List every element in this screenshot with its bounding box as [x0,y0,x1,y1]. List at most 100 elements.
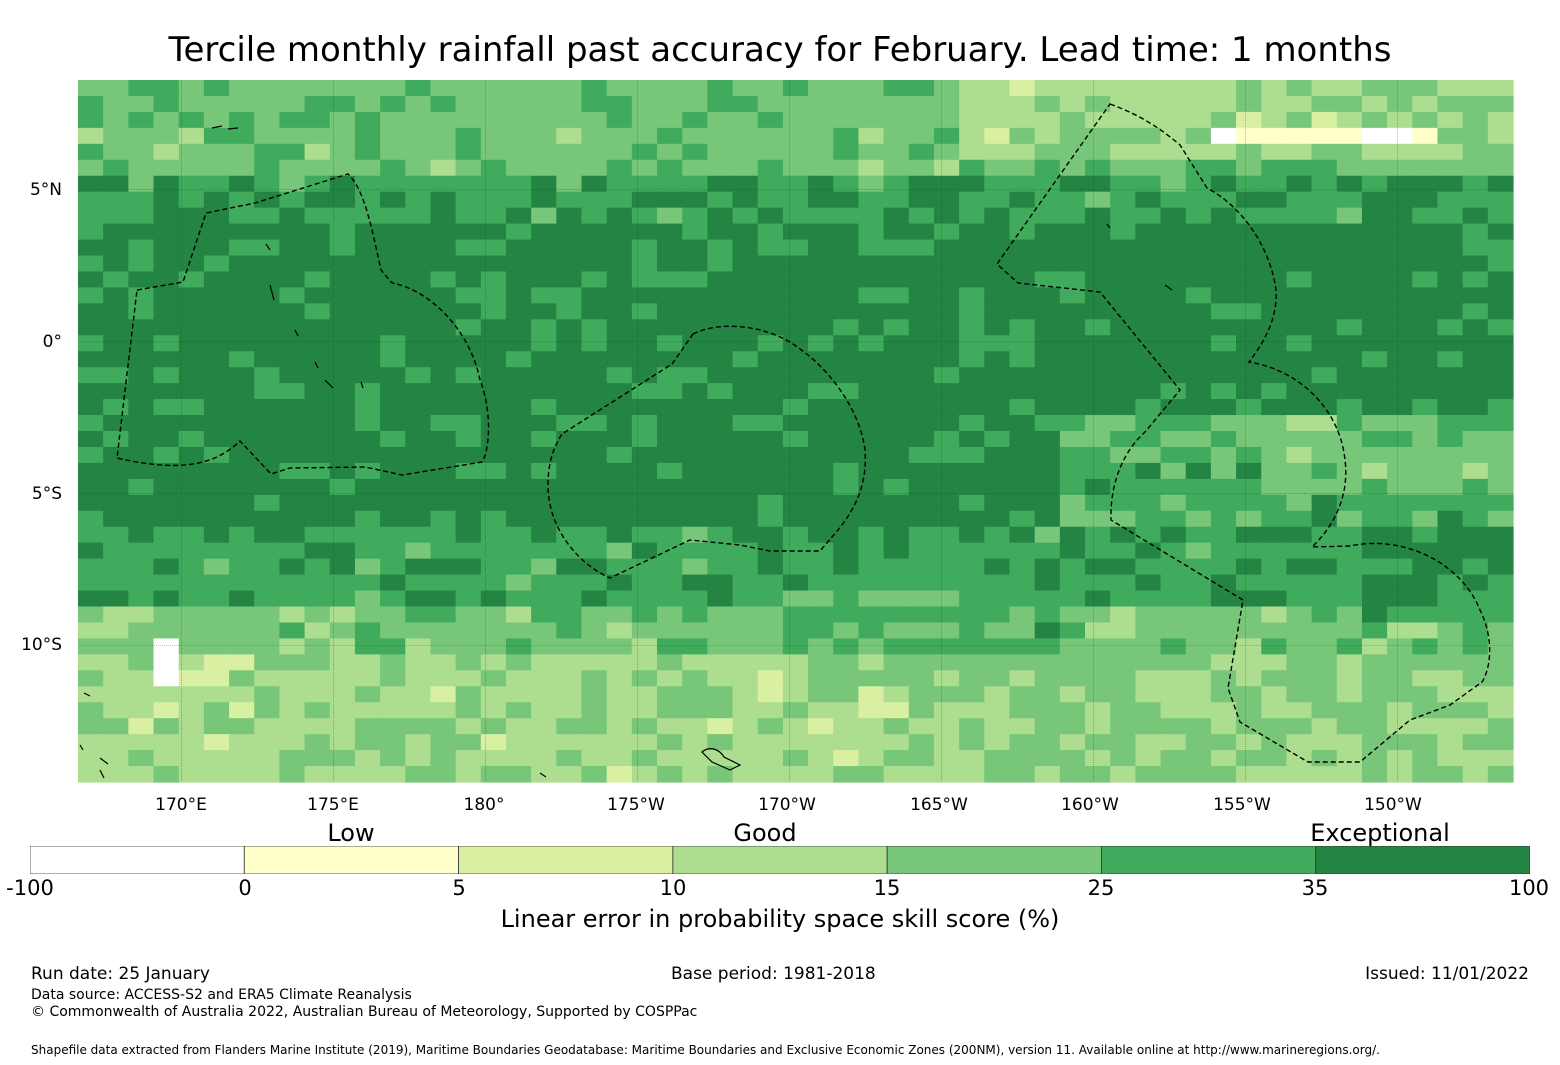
skill-cell [1210,431,1237,448]
lat-label: 5°N [29,180,62,200]
skill-cell [1412,590,1439,608]
skill-cell [229,175,255,193]
skill-cell [1059,686,1086,703]
skill-cell [732,127,759,145]
skill-cell [682,718,708,735]
skill-cell [707,558,734,576]
skill-cell [1110,159,1136,177]
skill-cell [808,207,834,225]
skill-cell [556,574,583,592]
skill-cell [1336,255,1363,273]
skill-cell [531,303,557,320]
skill-cell [1185,574,1212,592]
skill-cell [1487,303,1514,320]
skill-cell [933,111,960,129]
skill-cell [883,718,910,735]
skill-cell [1311,510,1338,528]
skill-cell [984,590,1011,608]
skill-cell [531,510,557,528]
skill-cell [933,95,960,113]
skill-cell [128,335,155,352]
skill-cell [1185,750,1212,767]
skill-cell [329,223,356,241]
skill-cell [1336,415,1363,432]
skill-cell [556,494,583,512]
skill-cell [1236,494,1262,512]
skill-cell [480,383,507,400]
skill-cell [1412,271,1439,288]
skill-cell [908,399,935,416]
skill-cell [933,622,960,639]
skill-cell [757,638,784,655]
skill-cell [1059,223,1086,241]
skill-cell [480,654,507,671]
skill-cell [1437,271,1464,288]
skill-cell [229,223,255,241]
skill-cell [657,734,683,751]
skill-cell [178,367,205,384]
skill-cell [1261,80,1288,97]
skill-cell [1311,702,1338,719]
lon-label: 160°W [1061,795,1119,815]
skill-cell [380,702,406,719]
skill-cell [858,542,885,560]
skill-cell [707,351,734,368]
skill-cell [354,271,381,288]
skill-cell [984,383,1011,400]
skill-cell [984,766,1011,783]
skill-cell [732,734,759,751]
skill-cell [883,558,910,576]
skill-cell [480,558,507,576]
copyright: © Commonwealth of Australia 2022, Austra… [31,1004,698,1020]
skill-cell [254,622,281,639]
skill-cell [833,462,860,480]
skill-cell [1034,255,1061,273]
skill-cell [808,127,834,145]
skill-cell [1361,702,1388,719]
skill-cell [1034,95,1061,113]
skill-cell [657,367,683,384]
skill-cell [657,143,683,161]
skill-cell [430,494,457,512]
skill-cell [883,223,910,241]
skill-cell [354,367,381,384]
skill-cell [1437,622,1464,639]
skill-cell [707,143,734,161]
skill-cell [505,574,532,592]
skill-cell [455,111,482,129]
skill-cell [808,750,834,767]
skill-cell [1462,111,1489,129]
skill-cell [1009,207,1036,225]
skill-cell [833,383,860,400]
skill-cell [883,622,910,639]
skill-cell [1387,175,1413,193]
skill-cell [455,159,482,177]
skill-cell [128,207,155,225]
skill-cell [1361,80,1388,97]
skill-cell [430,415,457,432]
skill-cell [329,399,356,416]
skill-cell [732,670,759,687]
skill-cell [1085,271,1111,288]
skill-cell [1261,526,1288,544]
skill-cell [1110,766,1136,783]
skill-cell [1311,718,1338,735]
skill-cell [153,431,180,448]
skill-cell [1387,686,1413,703]
skill-cell [631,223,658,241]
skill-cell [707,542,734,560]
skill-cell [103,399,129,416]
skill-cell [1336,670,1363,687]
skill-cell [1034,383,1061,400]
skill-cell [1412,303,1439,320]
skill-cell [732,510,759,528]
skill-cell [757,271,784,288]
skill-cell [254,718,281,735]
skill-cell [808,526,834,544]
skill-cell [480,159,507,177]
skill-cell [581,175,608,193]
skill-cell [279,510,306,528]
skill-cell [682,191,708,209]
skill-cell [254,319,281,336]
skill-cell [1034,127,1061,145]
